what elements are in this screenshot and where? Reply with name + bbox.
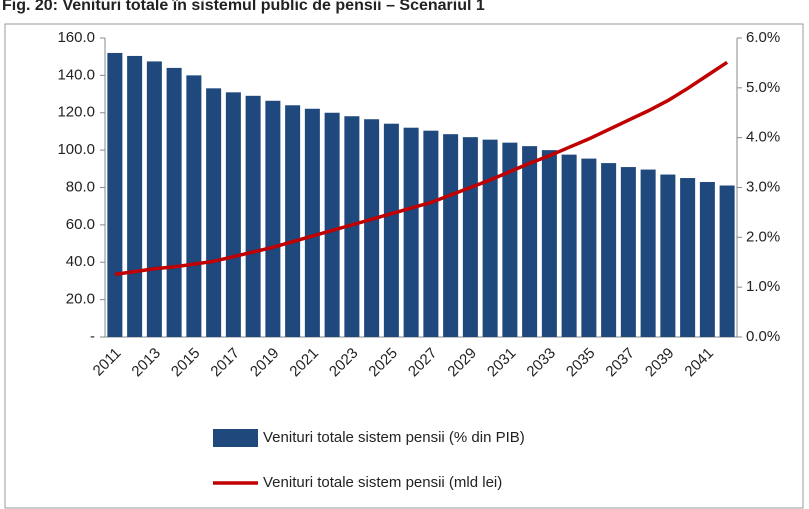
bar (561, 154, 577, 337)
x-tick-label: 2031 (484, 345, 520, 381)
x-tick-label: 2013 (128, 345, 164, 381)
bar (719, 185, 735, 337)
chart-border (4, 23, 804, 509)
y-tick-label: 60.0 (66, 216, 95, 233)
bar (502, 142, 518, 337)
bar (541, 150, 557, 337)
chart-title: Fig. 20: Venituri totale în sistemul pub… (2, 0, 485, 14)
legend-label: Venituri totale sistem pensii (mld lei) (263, 474, 502, 491)
x-tick-label: 2025 (365, 345, 401, 381)
line (114, 60, 729, 277)
y-tick-label: 20.0 (66, 291, 95, 308)
x-tick-label: 2017 (207, 345, 243, 381)
x-tick-label: 2027 (405, 345, 441, 381)
y-tick-label: 80.0 (66, 178, 95, 195)
y-tick-label: 160.0 (57, 29, 95, 46)
bar (245, 95, 261, 337)
x-tick-label: 2015 (168, 345, 204, 381)
x-tick-label: 2029 (444, 345, 480, 381)
bar (443, 134, 459, 337)
y2-tick-label: 4.0% (746, 129, 780, 146)
x-tick-label: 2023 (326, 345, 362, 381)
x-tick-label: 2035 (563, 345, 599, 381)
x-tick-label: 2037 (602, 345, 638, 381)
bar (383, 123, 399, 337)
x-tick-label: 2021 (286, 345, 322, 381)
bar (225, 92, 241, 338)
y2-tick-label: 0.0% (746, 328, 780, 345)
y-tick-label: 40.0 (66, 253, 95, 270)
bar (146, 61, 162, 338)
bar (581, 158, 597, 337)
bar (423, 130, 439, 337)
y-tick-label: - (90, 328, 95, 345)
bar (166, 67, 182, 338)
bar (206, 88, 222, 337)
y2-tick-label: 1.0% (746, 278, 780, 295)
bar (324, 112, 340, 337)
bar (265, 100, 281, 337)
y2-tick-label: 5.0% (746, 79, 780, 96)
bar (285, 105, 301, 338)
bar (660, 174, 676, 337)
y2-tick-label: 3.0% (746, 178, 780, 195)
bar (107, 52, 123, 337)
x-tick-label: 2039 (642, 345, 678, 381)
x-tick-label: 2033 (523, 345, 559, 381)
bar (462, 137, 478, 337)
x-tick-label: 2019 (247, 345, 283, 381)
x-tick-label: 2041 (681, 345, 717, 381)
bar (482, 139, 498, 337)
y2-tick-label: 6.0% (746, 29, 780, 46)
bar (620, 167, 636, 337)
bar (699, 182, 715, 337)
y-tick-label: 140.0 (57, 66, 95, 83)
bar (186, 75, 202, 337)
bar (364, 119, 380, 337)
legend-swatch (213, 429, 258, 447)
x-tick-label: 2011 (90, 345, 125, 380)
bar (680, 178, 696, 337)
y-tick-label: 100.0 (57, 141, 95, 158)
bar (640, 169, 656, 337)
y2-tick-label: 2.0% (746, 228, 780, 245)
bar (403, 127, 419, 337)
bar (522, 146, 538, 337)
bar (304, 108, 320, 337)
legend-label: Venituri totale sistem pensii (% din PIB… (263, 429, 525, 446)
y-tick-label: 120.0 (57, 104, 95, 121)
bar (127, 55, 143, 337)
bar (601, 163, 617, 337)
